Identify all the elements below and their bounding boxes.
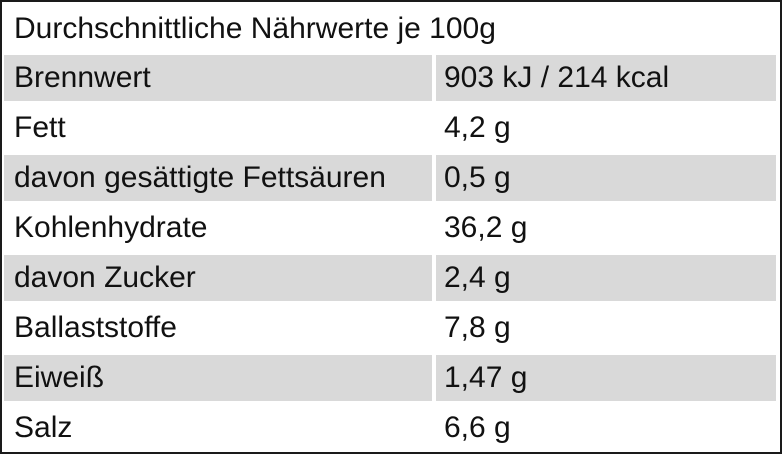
table-row-saturated-fat: davon gesättigte Fettsäuren 0,5 g	[4, 155, 778, 205]
row-value: 36,2 g	[444, 211, 528, 244]
table-row-carbohydrates: Kohlenhydrate 36,2 g	[4, 205, 778, 255]
row-value: 903 kJ / 214 kcal	[436, 55, 776, 101]
row-value: 7,8 g	[444, 311, 511, 344]
table-row-fat: Fett 4,2 g	[4, 105, 778, 155]
table-row-fiber: Ballaststoffe 7,8 g	[4, 305, 778, 355]
row-value: 2,4 g	[436, 255, 776, 301]
table-row-salt: Salz 6,6 g	[4, 405, 778, 455]
row-label: Kohlenhydrate	[14, 211, 208, 244]
row-label: Eiweiß	[4, 355, 432, 401]
row-label: Salz	[14, 411, 73, 444]
row-label: Brennwert	[4, 55, 432, 101]
table-row-energy: Brennwert 903 kJ / 214 kcal	[4, 55, 778, 105]
row-value: 6,6 g	[444, 411, 511, 444]
row-value: 1,47 g	[436, 355, 776, 401]
row-label: Fett	[14, 111, 66, 144]
row-value: 4,2 g	[444, 111, 511, 144]
row-value: 0,5 g	[436, 155, 776, 201]
row-label: Ballaststoffe	[14, 311, 177, 344]
table-row-protein: Eiweiß 1,47 g	[4, 355, 778, 405]
row-label: davon gesättigte Fettsäuren	[4, 155, 432, 201]
table-title: Durchschnittliche Nährwerte je 100g	[4, 4, 778, 53]
table-row-sugar: davon Zucker 2,4 g	[4, 255, 778, 305]
row-label: davon Zucker	[4, 255, 432, 301]
